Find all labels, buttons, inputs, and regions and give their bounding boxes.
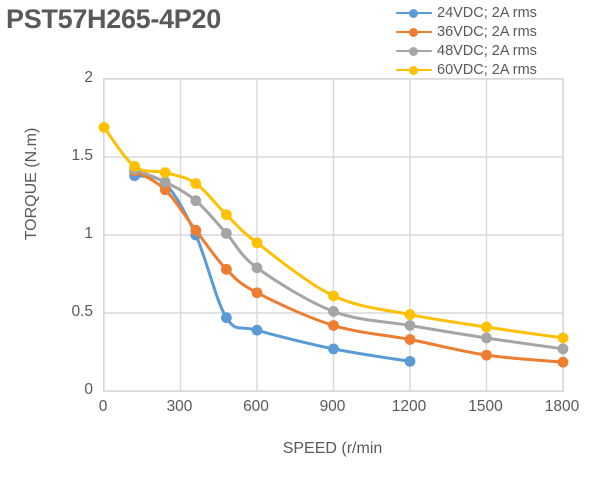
series-data-point[interactable] bbox=[251, 262, 263, 274]
series-data-point[interactable] bbox=[190, 178, 202, 189]
data-series bbox=[98, 121, 569, 344]
legend-marker-icon bbox=[409, 27, 418, 37]
x-axis-tick-label: 900 bbox=[319, 398, 346, 415]
y-axis-title: TORQUE (N.m) bbox=[23, 127, 40, 241]
series-data-point[interactable] bbox=[221, 209, 232, 221]
legend-item[interactable]: 36VDC; 2A rms bbox=[396, 23, 537, 40]
series-data-point[interactable] bbox=[481, 332, 492, 344]
data-series bbox=[129, 164, 569, 355]
series-data-point[interactable] bbox=[557, 332, 569, 344]
series-data-point[interactable] bbox=[251, 324, 263, 336]
legend-marker-icon bbox=[409, 46, 418, 56]
chart-legend: 24VDC; 2A rms 36VDC; 2A rms 48VDC; 2A rms 6… bbox=[396, 4, 537, 78]
x-axis-tick-label: 1800 bbox=[544, 398, 580, 415]
x-axis-tick-label: 0 bbox=[98, 398, 108, 415]
series-data-point[interactable] bbox=[404, 320, 416, 331]
legend-item-label: 24VDC; 2A rms bbox=[437, 4, 537, 21]
x-axis-tick-label: 1500 bbox=[468, 398, 503, 415]
series-data-point[interactable] bbox=[404, 355, 416, 367]
series-line bbox=[133, 169, 565, 364]
y-axis-tick-label: 0.5 bbox=[71, 303, 93, 320]
series-data-point[interactable] bbox=[159, 184, 171, 196]
legend-item-label: 48VDC; 2A rms bbox=[437, 42, 537, 59]
series-data-point[interactable] bbox=[251, 287, 263, 299]
y-axis-tick-label: 2 bbox=[84, 69, 93, 86]
legend-swatch-icon bbox=[396, 44, 432, 58]
series-data-point[interactable] bbox=[129, 160, 140, 172]
series-data-point[interactable] bbox=[328, 343, 339, 355]
x-axis-tick-label: 300 bbox=[166, 398, 193, 415]
x-axis-tick-labels: 0 300 600 900 1200 1500 1800 bbox=[99, 398, 580, 420]
page-title: PST57H265-4P20 bbox=[6, 4, 221, 34]
x-axis-tick-label: 600 bbox=[243, 398, 269, 415]
plot-area bbox=[98, 78, 569, 392]
series-line bbox=[102, 125, 565, 340]
legend-item[interactable]: 24VDC; 2A rms bbox=[396, 4, 537, 21]
plot-svg bbox=[98, 78, 569, 392]
x-axis-title: SPEED (r/min bbox=[282, 440, 383, 457]
series-data-point[interactable] bbox=[328, 306, 339, 317]
series-line bbox=[133, 167, 565, 351]
series-data-point[interactable] bbox=[221, 312, 232, 324]
series-data-point[interactable] bbox=[251, 237, 263, 249]
series-data-point[interactable] bbox=[159, 167, 171, 178]
series-data-point[interactable] bbox=[190, 224, 202, 236]
series-data-point[interactable] bbox=[328, 320, 339, 331]
series-data-point[interactable] bbox=[221, 263, 232, 275]
legend-item[interactable]: 60VDC; 2A rms bbox=[396, 61, 537, 78]
legend-item[interactable]: 48VDC; 2A rms bbox=[396, 42, 537, 59]
series-data-point[interactable] bbox=[159, 176, 171, 188]
series-data-point[interactable] bbox=[328, 290, 339, 302]
x-axis-tick-label: 1200 bbox=[391, 398, 427, 415]
series-data-point[interactable] bbox=[221, 228, 232, 239]
series-data-point[interactable] bbox=[98, 121, 110, 133]
legend-swatch-icon bbox=[396, 63, 432, 77]
legend-swatch-icon bbox=[396, 25, 432, 39]
y-axis-tick-label: 0 bbox=[84, 381, 93, 398]
legend-marker-icon bbox=[409, 65, 418, 75]
y-axis-tick-labels: 0 0.5 1 1.5 2 bbox=[0, 69, 93, 398]
series-data-point[interactable] bbox=[481, 321, 492, 333]
series-data-point[interactable] bbox=[481, 349, 492, 361]
series-data-point[interactable] bbox=[404, 309, 416, 320]
series-data-point[interactable] bbox=[557, 343, 569, 355]
data-series bbox=[129, 165, 569, 368]
legend-swatch-icon bbox=[396, 6, 432, 20]
legend-item-label: 36VDC; 2A rms bbox=[437, 23, 537, 40]
series-data-point[interactable] bbox=[190, 195, 202, 207]
legend-marker-icon bbox=[409, 8, 418, 18]
series-data-point[interactable] bbox=[404, 334, 416, 345]
y-axis-tick-label: 1 bbox=[84, 225, 93, 242]
legend-item-label: 60VDC; 2A rms bbox=[437, 61, 537, 78]
y-axis-tick-label: 1.5 bbox=[71, 147, 93, 164]
series-data-point[interactable] bbox=[557, 356, 569, 368]
